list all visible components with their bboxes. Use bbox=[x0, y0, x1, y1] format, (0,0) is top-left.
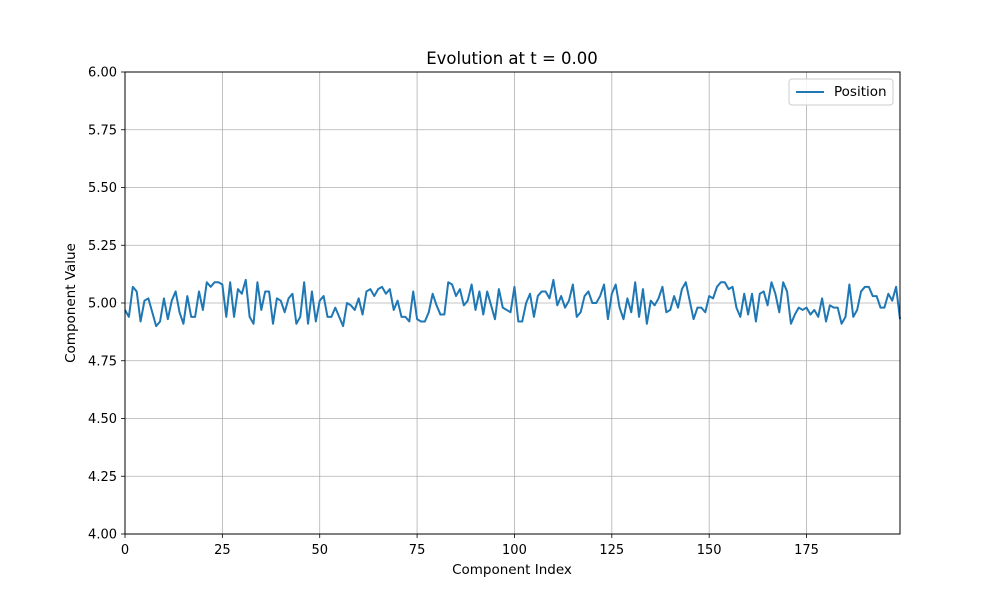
x-tick-label: 50 bbox=[311, 543, 328, 558]
y-tick-label: 4.50 bbox=[88, 412, 117, 427]
x-axis-label: Component Index bbox=[452, 562, 572, 578]
series-line-position bbox=[124, 278, 901, 328]
y-axis-label: Component Value bbox=[63, 243, 79, 363]
y-tick-label: 5.50 bbox=[88, 181, 117, 196]
x-tick-label: 100 bbox=[502, 543, 527, 558]
chart-title: Evolution at t = 0.00 bbox=[426, 49, 598, 68]
x-tick-label: 125 bbox=[599, 543, 624, 558]
y-tick-label: 5.25 bbox=[88, 239, 117, 254]
plot-area: 0 25 50 75 100 125 150 175 4.00 4.25 4.50 4.75 5.00 5… bbox=[88, 66, 901, 558]
legend-label: Position bbox=[834, 84, 887, 100]
x-tick-label: 150 bbox=[697, 543, 722, 558]
x-tick-label: 175 bbox=[794, 543, 819, 558]
y-tick-label: 4.25 bbox=[88, 470, 117, 485]
legend: Position bbox=[788, 78, 894, 106]
y-tick-label: 6.00 bbox=[88, 66, 117, 81]
x-tick-label: 75 bbox=[409, 543, 426, 558]
y-tick-label: 4.00 bbox=[88, 528, 117, 543]
x-tick-label: 25 bbox=[214, 543, 231, 558]
x-tick-label: 0 bbox=[121, 543, 129, 558]
y-tick-label: 4.75 bbox=[88, 354, 117, 369]
legend-box bbox=[788, 78, 894, 106]
y-tick-label: 5.75 bbox=[88, 123, 117, 138]
y-tick-label: 5.00 bbox=[88, 297, 117, 312]
